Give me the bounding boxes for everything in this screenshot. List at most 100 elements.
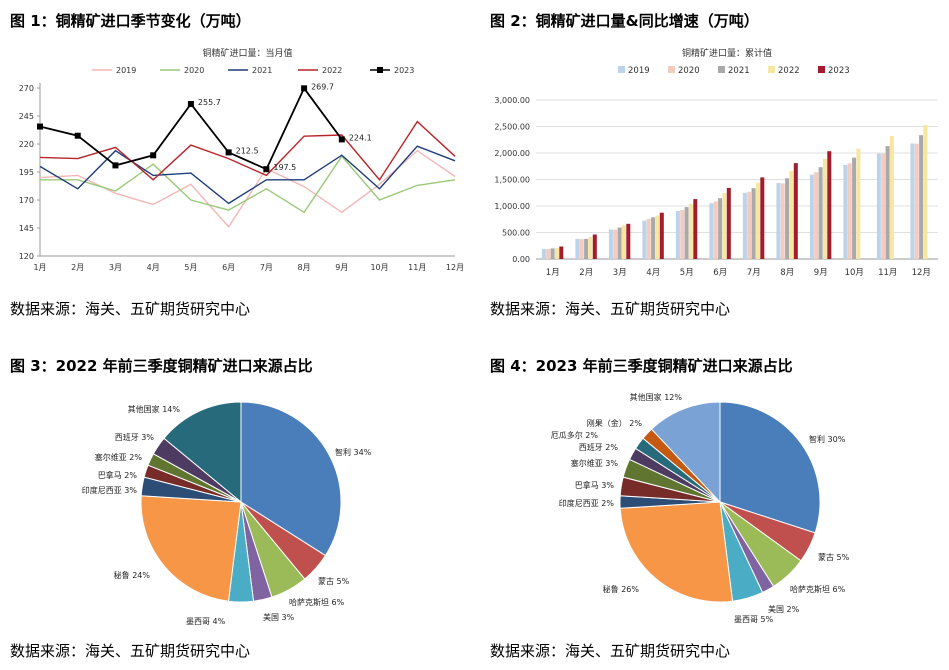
data-label: 212.5 bbox=[236, 146, 259, 155]
y-tick-label: 3,000.00 bbox=[494, 96, 530, 105]
bar-2020 bbox=[713, 201, 718, 259]
y-tick-label: 1,000.00 bbox=[494, 202, 530, 211]
x-tick-label: 2月 bbox=[71, 263, 84, 272]
legend-swatch-2019 bbox=[618, 66, 625, 73]
pie-label: 印度尼西亚 3% bbox=[82, 485, 138, 495]
y-tick-label: 270 bbox=[19, 84, 34, 93]
bar-2021 bbox=[684, 207, 689, 259]
bar-2019 bbox=[575, 238, 580, 259]
pie-label: 美国 2% bbox=[768, 604, 800, 614]
bar-2019 bbox=[675, 211, 680, 259]
bar-2019 bbox=[809, 174, 814, 259]
pie-label: 智利 30% bbox=[809, 434, 846, 444]
bar-2019 bbox=[876, 153, 881, 259]
bar-2020 bbox=[579, 239, 584, 259]
y-tick-label: 170 bbox=[19, 196, 34, 205]
y-tick-label: 2,500.00 bbox=[494, 123, 530, 132]
series-line-2019 bbox=[39, 149, 456, 229]
pie-label: 印度尼西亚 2% bbox=[559, 498, 615, 508]
y-tick-label: 145 bbox=[19, 224, 34, 233]
bar-2021 bbox=[818, 167, 823, 259]
x-tick-label: 1月 bbox=[33, 263, 46, 272]
x-tick-label: 7月 bbox=[260, 263, 273, 272]
bar-2020 bbox=[680, 209, 685, 259]
pie-label: 智利 34% bbox=[335, 447, 372, 457]
bar-2021 bbox=[651, 217, 656, 259]
pie-slice bbox=[140, 495, 242, 602]
pie-label: 秘鲁 24% bbox=[114, 570, 151, 580]
x-tick-label: 9月 bbox=[814, 268, 828, 278]
bar-2022 bbox=[688, 203, 693, 259]
legend-label-2021: 2021 bbox=[728, 66, 750, 76]
x-tick-label: 4月 bbox=[646, 268, 660, 278]
x-tick-label: 10月 bbox=[845, 268, 864, 278]
bar-2022 bbox=[655, 215, 660, 259]
legend-label-2022: 2022 bbox=[322, 66, 342, 75]
x-tick-label: 9月 bbox=[335, 263, 348, 272]
x-tick-label: 5月 bbox=[184, 263, 197, 272]
chart-title: 铜精矿进口量：累计值 bbox=[682, 47, 772, 59]
bar-2021 bbox=[885, 146, 890, 259]
x-tick-label: 4月 bbox=[147, 263, 160, 272]
legend-label-2023: 2023 bbox=[828, 66, 850, 76]
figure-1-title: 图 1：铜精矿进口季节变化（万吨） bbox=[10, 12, 251, 30]
data-point-2023 bbox=[150, 152, 157, 159]
pie-chart-2022: 智利 34% 蒙古 5% 哈萨克斯坦 6% 美国 3% 墨西哥 4% 秘鲁 24% 印度尼西… bbox=[82, 401, 372, 626]
pie-label: 哈萨克斯坦 6% bbox=[289, 597, 345, 607]
figure-3-title: 图 3：2022 年前三季度铜精矿进口来源占比 bbox=[10, 357, 313, 375]
pie-label: 刚果（金） 2% bbox=[587, 418, 643, 428]
bar-2023 bbox=[592, 234, 597, 259]
bar-2019 bbox=[843, 164, 848, 259]
x-tick-label: 6月 bbox=[713, 268, 727, 278]
line-chart: 铜精矿进口量：当月值 2019 2020 2021 2022 2023 120 145 170 1… bbox=[19, 47, 464, 272]
bar-2019 bbox=[709, 203, 714, 259]
legend-label-2023: 2023 bbox=[394, 66, 414, 75]
pie-label: 巴拿马 2% bbox=[98, 470, 138, 480]
y-tick-label: 0.00 bbox=[512, 255, 530, 264]
bar-2021 bbox=[617, 227, 622, 259]
x-tick-label: 7月 bbox=[747, 268, 761, 278]
figure-2-title: 图 2：铜精矿进口量&同比增速（万吨） bbox=[490, 12, 759, 30]
x-tick-label: 3月 bbox=[613, 268, 627, 278]
pie-label: 墨西哥 4% bbox=[186, 617, 226, 626]
x-tick-label: 8月 bbox=[298, 263, 311, 272]
bar-2019 bbox=[910, 143, 915, 259]
bar-2020 bbox=[914, 143, 919, 259]
pie-slice bbox=[719, 401, 821, 534]
pie-label: 西班牙 2% bbox=[579, 442, 619, 452]
pie-label: 塞尔维亚 2% bbox=[95, 452, 143, 462]
bar-2022 bbox=[923, 124, 928, 260]
bar-2021 bbox=[550, 248, 555, 259]
pie-slice bbox=[240, 401, 342, 557]
bar-2019 bbox=[776, 183, 781, 259]
pie-label: 其他国家 14% bbox=[128, 404, 181, 414]
pie-label: 塞尔维亚 3% bbox=[571, 458, 619, 468]
data-point-2023 bbox=[338, 136, 345, 143]
pie-slice bbox=[163, 401, 242, 504]
x-tick-label: 2月 bbox=[579, 268, 593, 278]
data-point-2023 bbox=[301, 85, 308, 92]
legend-label-2019: 2019 bbox=[116, 66, 136, 75]
pie-label: 蒙古 5% bbox=[818, 552, 850, 562]
bar-2023 bbox=[760, 177, 765, 259]
bar-2022 bbox=[856, 148, 861, 259]
series-line-2022 bbox=[39, 120, 456, 181]
data-point-2023 bbox=[225, 149, 232, 156]
x-tick-label: 11月 bbox=[878, 268, 897, 278]
legend-marker-2023 bbox=[377, 67, 383, 73]
bar-2022 bbox=[554, 248, 559, 259]
x-tick-label: 8月 bbox=[780, 268, 794, 278]
y-tick-label: 500.00 bbox=[502, 229, 530, 238]
pie-label: 厄瓜多尔 2% bbox=[551, 430, 599, 440]
bar-2021 bbox=[919, 135, 924, 259]
legend-label-2020: 2020 bbox=[678, 66, 700, 76]
bar-2020 bbox=[646, 218, 651, 259]
pie-label: 西班牙 3% bbox=[115, 432, 155, 442]
data-point-2023 bbox=[37, 123, 43, 130]
pie-label: 哈萨克斯坦 6% bbox=[790, 584, 846, 594]
bar-2022 bbox=[722, 193, 727, 259]
bar-2019 bbox=[541, 248, 546, 259]
legend-label-2021: 2021 bbox=[252, 66, 272, 75]
legend-label-2019: 2019 bbox=[628, 66, 650, 76]
figure-1-source: 数据来源：海关、五矿期货研究中心 bbox=[10, 300, 251, 318]
